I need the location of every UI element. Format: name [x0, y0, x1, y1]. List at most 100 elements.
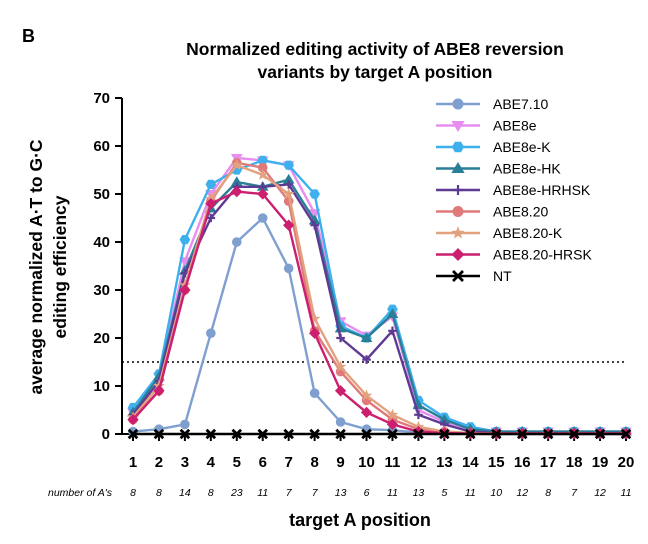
x-axis: 1 2 3 4 5 6 7 8 9 10 11 12 13 14 15 16 17 18 19 20: [122, 433, 635, 471]
x-tick-label: 11: [385, 454, 401, 471]
count-value: 14: [179, 487, 191, 499]
data-point: [360, 332, 373, 342]
legend-item: ABE8.20: [436, 204, 548, 220]
count-value: 8: [545, 487, 551, 499]
x-tick-label: 15: [488, 454, 505, 471]
data-point: [413, 428, 424, 440]
y-tick-label: 70: [93, 90, 110, 107]
data-point: [386, 308, 399, 318]
panel-label: B: [22, 26, 35, 46]
x-tick-label: 16: [514, 454, 531, 471]
y-axis-label-line-1: average normalized A·T to G·C: [26, 139, 46, 394]
legend-marker: [451, 121, 465, 132]
legend-label: ABE8.20: [493, 204, 548, 220]
data-point: [568, 428, 580, 440]
x-tick-label: 12: [410, 454, 427, 471]
data-point: [283, 160, 294, 170]
data-point: [386, 418, 399, 431]
data-point: [334, 385, 347, 397]
x-tick-label: 20: [618, 454, 635, 471]
data-point: [257, 213, 268, 223]
data-point: [336, 333, 345, 343]
x-tick-label: 18: [566, 454, 583, 471]
data-point: [257, 188, 269, 200]
data-point: [205, 428, 217, 440]
data-point: [179, 428, 191, 440]
count-value: 5: [441, 487, 447, 499]
data-point: [335, 417, 346, 427]
count-value: 13: [413, 487, 425, 499]
x-tick-label: 19: [592, 454, 609, 471]
data-point: [360, 406, 373, 419]
legend-item: ABE8.20-K: [436, 225, 563, 241]
data-point: [309, 428, 320, 440]
data-point: [206, 328, 216, 339]
legend-marker: [451, 141, 465, 153]
data-point: [542, 428, 554, 440]
data-point: [127, 413, 139, 426]
data-point: [283, 428, 294, 440]
data-point: [361, 428, 372, 440]
count-value: 8: [156, 487, 162, 499]
data-point: [127, 428, 139, 440]
y-axis: 0 10 20 30 40 50 60 70: [93, 90, 123, 443]
count-value: 11: [621, 487, 632, 499]
x-tick-label: 1: [129, 454, 137, 471]
data-point: [282, 187, 295, 200]
data-point: [284, 180, 293, 189]
count-value: 10: [490, 487, 502, 499]
data-point: [388, 326, 397, 336]
count-value: 12: [594, 487, 606, 499]
data-point: [179, 284, 191, 296]
series-layer: [127, 154, 632, 440]
data-point: [310, 220, 319, 230]
count-value: 8: [130, 487, 136, 499]
count-value: 11: [387, 487, 398, 499]
data-point: [309, 189, 320, 199]
data-point: [153, 428, 165, 440]
data-point: [516, 428, 528, 440]
data-point: [490, 428, 502, 440]
x-tick-label: 17: [540, 454, 557, 471]
data-point: [153, 385, 165, 397]
count-value: 7: [571, 487, 578, 499]
legend-marker: [451, 248, 465, 261]
x-tick-label: 2: [155, 454, 163, 471]
y-axis-label-line-2: editing efficiency: [50, 195, 70, 338]
count-value: 6: [364, 487, 370, 499]
data-point: [335, 428, 346, 440]
data-point: [620, 428, 632, 440]
legend-item: ABE8.20-HRSK: [436, 247, 592, 263]
count-value: 7: [286, 487, 293, 499]
data-point: [206, 213, 216, 223]
count-value: 11: [465, 487, 476, 499]
legend-label: ABE8e-HK: [493, 161, 561, 177]
data-point: [414, 410, 423, 420]
series-abe8e-k: [127, 155, 632, 437]
data-point: [230, 158, 243, 171]
x-tick-label: 10: [358, 454, 375, 471]
data-point: [362, 355, 371, 364]
count-value: 11: [257, 487, 268, 499]
data-point: [179, 235, 191, 245]
x-tick-label: 13: [436, 454, 453, 471]
data-point: [205, 179, 217, 189]
legend-label: ABE8e-HRHSK: [493, 182, 591, 198]
data-point: [180, 419, 190, 430]
series-nt: [127, 428, 632, 440]
legend-label: ABE7.10: [493, 96, 548, 112]
legend-label: ABE8.20-HRSK: [493, 247, 592, 263]
legend-item: NT: [436, 268, 512, 284]
legend: ABE7.10 ABE8e ABE8e-K ABE8e-HK ABE8e-HRHSK AB…: [436, 96, 592, 284]
legend-marker: [451, 226, 465, 239]
x-tick-label: 7: [285, 454, 293, 471]
data-point: [283, 263, 294, 274]
count-value: 12: [516, 487, 528, 499]
data-point: [205, 197, 217, 210]
data-point: [283, 219, 295, 231]
legend-marker: [452, 270, 464, 282]
legend-item: ABE8e: [436, 118, 537, 134]
data-point: [309, 388, 320, 399]
legend-marker: [452, 98, 464, 110]
